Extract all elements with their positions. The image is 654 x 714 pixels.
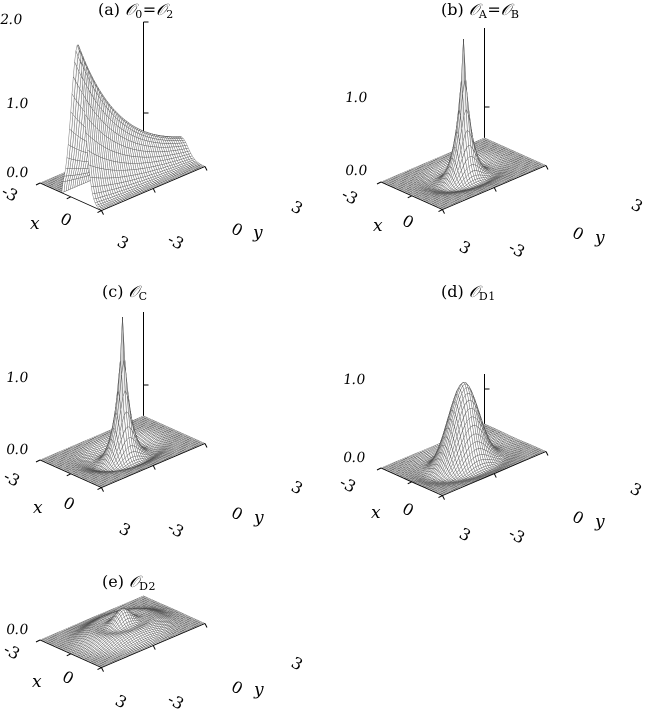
x-tick-mark xyxy=(36,183,40,185)
surface-plot xyxy=(0,0,327,255)
panel-label: (a) xyxy=(98,0,120,19)
x-tick-mark xyxy=(377,182,381,184)
y-tick-mark xyxy=(443,210,445,214)
y-axis-label: y xyxy=(253,223,263,243)
panel-b: (b) 𝒪A=𝒪B 1.0 0.0 -3 0 3 x -3 0 3 y xyxy=(327,0,654,272)
surface-mesh xyxy=(40,317,205,488)
x-tick-mark xyxy=(67,197,71,199)
panel-title: (a) 𝒪0=𝒪2 xyxy=(98,0,174,21)
panel-label: (b) xyxy=(441,0,464,19)
y-tick-mark xyxy=(494,188,496,192)
x-axis-label: x xyxy=(30,214,40,234)
y-tick-mark xyxy=(153,189,155,193)
z-tick-label: 1.0 xyxy=(344,90,369,106)
x-axis-label: x xyxy=(373,216,383,236)
panel-a: (a) 𝒪0=𝒪2 2.0 1.0 0.0 -3 0 3 x -3 0 3 y xyxy=(0,0,327,255)
panel-title: (b) 𝒪A=𝒪B xyxy=(441,0,519,21)
surface-plot xyxy=(0,282,327,552)
surface-mesh xyxy=(381,39,546,210)
z-tick-label: 2.0 xyxy=(0,12,23,28)
z-tick-label: 1.0 xyxy=(5,96,30,112)
y-tick-mark xyxy=(102,211,104,215)
y-axis-label: y xyxy=(595,228,605,248)
y-tick-mark xyxy=(546,166,548,170)
surface-mesh xyxy=(40,45,205,211)
x-tick-mark xyxy=(408,196,412,198)
x-tick-mark xyxy=(439,210,443,212)
x-tick-mark xyxy=(98,211,102,213)
z-tick-label: 0.0 xyxy=(344,163,369,179)
z-tick-label: 0.0 xyxy=(5,165,30,181)
panel-c: (c) 𝒪C 1.0 0.0 -3 0 3 x -3 0 3 y xyxy=(0,282,327,552)
y-tick-mark xyxy=(205,167,207,171)
